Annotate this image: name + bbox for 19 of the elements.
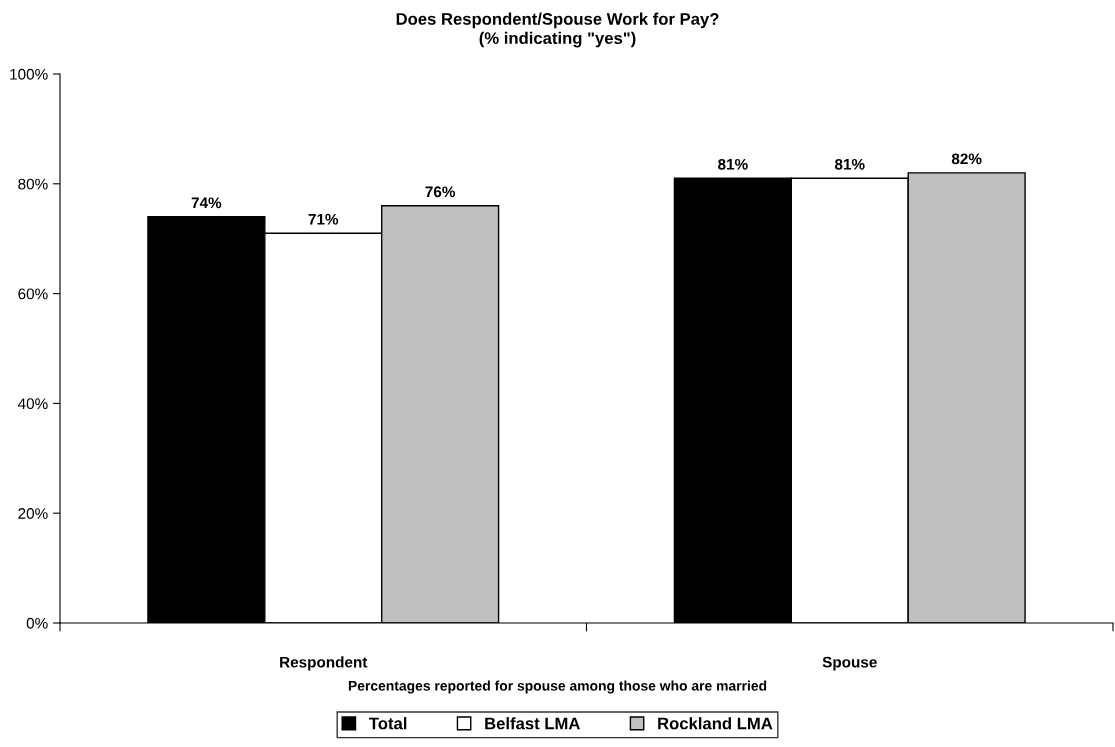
y-tick-label: 40% xyxy=(17,398,48,410)
data-label: 71% xyxy=(308,213,339,225)
x-tick-label: Spouse xyxy=(822,656,877,671)
y-tick-label: 0% xyxy=(26,617,48,629)
legend-label: Belfast LMA xyxy=(485,717,580,730)
y-tick-label: 20% xyxy=(18,508,48,519)
chart-title: Does Respondent/Spouse Work for Pay? (% indicating "yes") xyxy=(396,12,719,48)
y-tick-label: 60% xyxy=(18,288,48,300)
data-label: 74% xyxy=(191,197,222,209)
x-tick-label: Respondent xyxy=(280,656,368,671)
text: Percentages reported for spouse among those who are married xyxy=(348,680,767,694)
data-label: 81% xyxy=(834,158,865,170)
y-tick-label: 100% xyxy=(10,68,48,80)
data-label: 76% xyxy=(425,186,456,198)
data-label: 82% xyxy=(951,153,982,165)
data-label: 81% xyxy=(718,158,748,170)
y-tick-label: 80% xyxy=(18,178,48,190)
legend-label: Total xyxy=(369,717,407,730)
legend-label: Rockland LMA xyxy=(658,717,773,730)
